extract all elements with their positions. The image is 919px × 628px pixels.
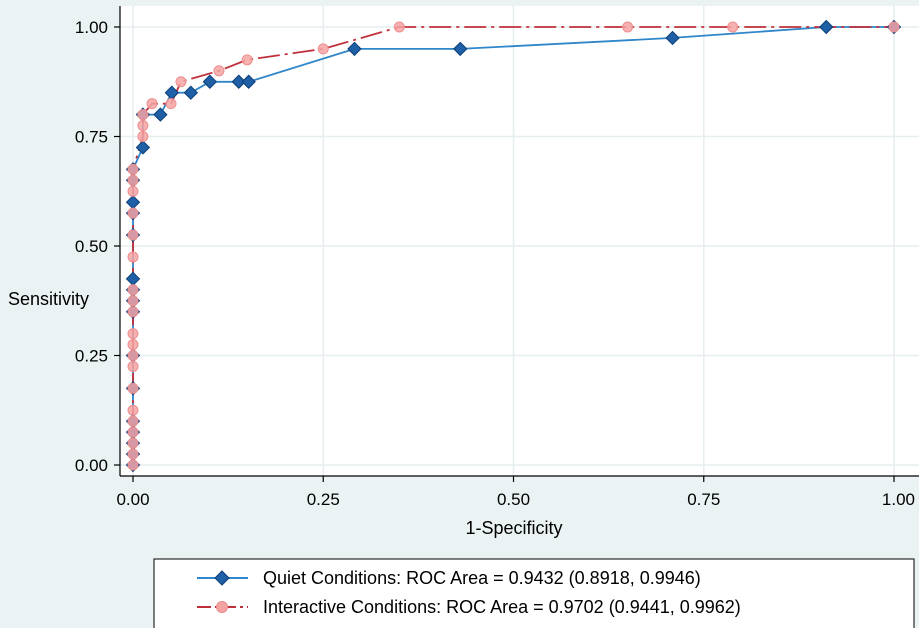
data-point-interactive — [127, 382, 139, 394]
y-axis-title: Sensitivity — [8, 289, 89, 309]
legend-label-quiet: Quiet Conditions: ROC Area = 0.9432 (0.8… — [263, 568, 701, 588]
series-layer — [125, 19, 902, 473]
y-tick-label: 0.75 — [75, 128, 108, 147]
legend-entry-interactive: Interactive Conditions: ROC Area = 0.970… — [197, 597, 741, 617]
data-point-interactive — [127, 415, 139, 427]
data-point-quiet — [819, 19, 834, 35]
data-point-quiet — [347, 41, 362, 57]
data-point-quiet — [153, 107, 168, 122]
data-point-interactive — [127, 339, 139, 351]
data-point-interactive — [146, 98, 158, 110]
data-point-interactive — [127, 360, 139, 372]
legend-entry-quiet: Quiet Conditions: ROC Area = 0.9432 (0.8… — [197, 568, 701, 588]
data-point-interactive — [175, 76, 187, 88]
data-point-quiet — [183, 85, 199, 100]
data-point-interactive — [127, 251, 139, 263]
data-point-interactive — [622, 21, 634, 33]
data-point-interactive — [127, 229, 139, 241]
data-point-interactive — [127, 350, 139, 361]
legend: Quiet Conditions: ROC Area = 0.9432 (0.8… — [153, 558, 915, 628]
data-point-interactive — [127, 437, 139, 449]
tick-labels: 0.00 0.25 0.50 0.75 1.00 0.00 0.25 0.50 0.75 1.00 — [75, 18, 915, 509]
data-point-interactive — [127, 174, 139, 186]
data-point-interactive — [127, 185, 139, 197]
x-tick-label: 0.50 — [497, 490, 530, 509]
legend-box — [153, 558, 915, 628]
data-point-interactive — [137, 120, 149, 132]
data-point-interactive — [127, 284, 139, 296]
data-point-quiet — [135, 140, 151, 155]
data-point-interactive — [127, 295, 139, 307]
legend-label-interactive: Interactive Conditions: ROC Area = 0.970… — [263, 597, 741, 617]
y-tick-label: 0.50 — [75, 237, 108, 256]
data-point-interactive — [888, 21, 900, 33]
x-tick-label: 0.00 — [116, 490, 149, 509]
data-point-interactive — [727, 21, 739, 33]
data-point-quiet — [202, 74, 218, 89]
data-point-quiet — [453, 41, 468, 57]
data-point-interactive — [127, 163, 139, 175]
legend-marker-quiet — [214, 570, 230, 586]
data-point-interactive — [393, 21, 405, 33]
axes — [114, 6, 919, 482]
data-point-interactive — [137, 131, 149, 142]
x-tick-label: 1.00 — [882, 490, 915, 509]
data-point-interactive — [317, 43, 329, 55]
data-point-interactive — [127, 404, 139, 416]
data-point-interactive — [127, 448, 139, 460]
x-tick-label: 0.25 — [307, 490, 340, 509]
series-markers-interactive — [127, 21, 900, 471]
data-point-interactive — [213, 65, 225, 77]
data-point-interactive — [127, 207, 139, 219]
data-point-interactive — [137, 109, 149, 121]
data-point-interactive — [127, 306, 139, 318]
x-axis-title: 1-Specificity — [465, 518, 562, 538]
legend-marker-interactive — [216, 601, 228, 613]
data-point-interactive — [165, 98, 177, 110]
data-point-quiet — [241, 74, 256, 89]
data-point-quiet — [665, 30, 680, 46]
y-tick-label: 0.00 — [75, 456, 108, 475]
data-point-interactive — [127, 328, 139, 340]
data-point-interactive — [127, 459, 139, 471]
y-tick-label: 0.25 — [75, 347, 108, 366]
data-point-interactive — [241, 54, 253, 66]
data-point-quiet — [231, 74, 246, 89]
y-tick-label: 1.00 — [75, 18, 108, 37]
data-point-interactive — [127, 426, 139, 438]
grid-lines — [120, 6, 919, 476]
x-tick-label: 0.75 — [687, 490, 720, 509]
